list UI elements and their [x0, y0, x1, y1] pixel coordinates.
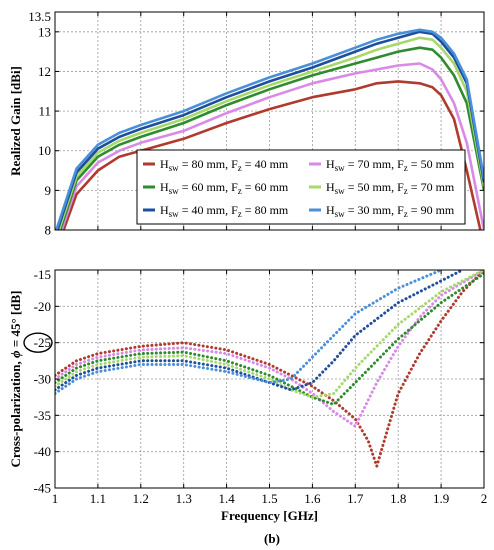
y-tick-label: -30 — [34, 372, 51, 387]
figure-caption: (b) — [264, 531, 280, 546]
x-tick-label: 2 — [481, 491, 488, 506]
y-tick-label: 8 — [45, 223, 52, 238]
legend-entry: Hsw = 30 mm, Fz = 90 mm — [326, 203, 455, 219]
series-line-5 — [55, 28, 484, 230]
series-line-3 — [57, 36, 484, 230]
series-line-2 — [58, 46, 484, 230]
series-line-1 — [55, 270, 484, 428]
y-tick-label: -25 — [34, 335, 51, 350]
series-line-0 — [62, 80, 482, 230]
x-tick-label: 1.1 — [90, 491, 106, 506]
x-axis-label: Frequency [GHz] — [221, 508, 318, 523]
y-tick-label: 13 — [38, 24, 51, 39]
y-tick-label: -20 — [34, 299, 51, 314]
x-tick-label: 1.8 — [390, 491, 406, 506]
y-tick-label: -40 — [34, 444, 51, 459]
series-group — [55, 28, 484, 230]
highlight-circle — [23, 332, 53, 353]
y-tick-label: 12 — [38, 64, 51, 79]
grid-lines — [55, 270, 484, 488]
x-tick-label: 1.4 — [218, 491, 235, 506]
legend-entry: Hsw = 50 mm, Fz = 70 mm — [326, 180, 455, 196]
bottom-panel: -45 -40 -35 -30 -25 -20 -15 1 1.1 1.2 1.3 1.4 1.5 1.6… — [8, 267, 487, 523]
legend-entry: Hsw = 60 mm, Fz = 60 mm — [160, 180, 289, 196]
x-tick-label: 1.7 — [347, 491, 364, 506]
legend-entry: Hsw = 70 mm, Fz = 50 mm — [326, 157, 455, 173]
series-line-4 — [55, 270, 464, 392]
y-tick-label: 9 — [45, 183, 52, 198]
x-tick-label: 1 — [52, 491, 59, 506]
series-line-5 — [55, 270, 443, 395]
x-tick-label: 1.6 — [304, 491, 321, 506]
x-tick-label: 1.5 — [261, 491, 277, 506]
legend-box — [136, 149, 466, 225]
legend: Hsw = 80 mm, Fz = 40 mm Hsw = 70 mm, Fz =… — [136, 149, 466, 225]
y-tick-label: -45 — [34, 481, 51, 496]
y-axis-label: Cross-polarization, ϕ = 45° [dB] — [8, 291, 23, 468]
legend-entry: Hsw = 40 mm, Fz = 80 mm — [160, 203, 289, 219]
x-tick-label: 1.2 — [133, 491, 149, 506]
legend-entry: Hsw = 80 mm, Fz = 40 mm — [160, 157, 289, 173]
y-tick-label: -35 — [34, 408, 51, 423]
y-tick-label: 11 — [38, 104, 51, 119]
series-group — [55, 270, 484, 468]
y-axis-label: Realized Gain [dBi] — [8, 66, 23, 176]
x-tick-label: 1.3 — [176, 491, 192, 506]
y-tick-label: 10 — [38, 143, 51, 158]
series-line-0 — [55, 270, 484, 468]
series-line-1 — [60, 62, 484, 230]
y-tick-label: 13.5 — [28, 9, 51, 24]
series-line-4 — [56, 30, 484, 230]
series-line-3 — [55, 270, 484, 399]
x-tick-label: 1.9 — [433, 491, 449, 506]
y-tick-label: -15 — [34, 267, 51, 282]
